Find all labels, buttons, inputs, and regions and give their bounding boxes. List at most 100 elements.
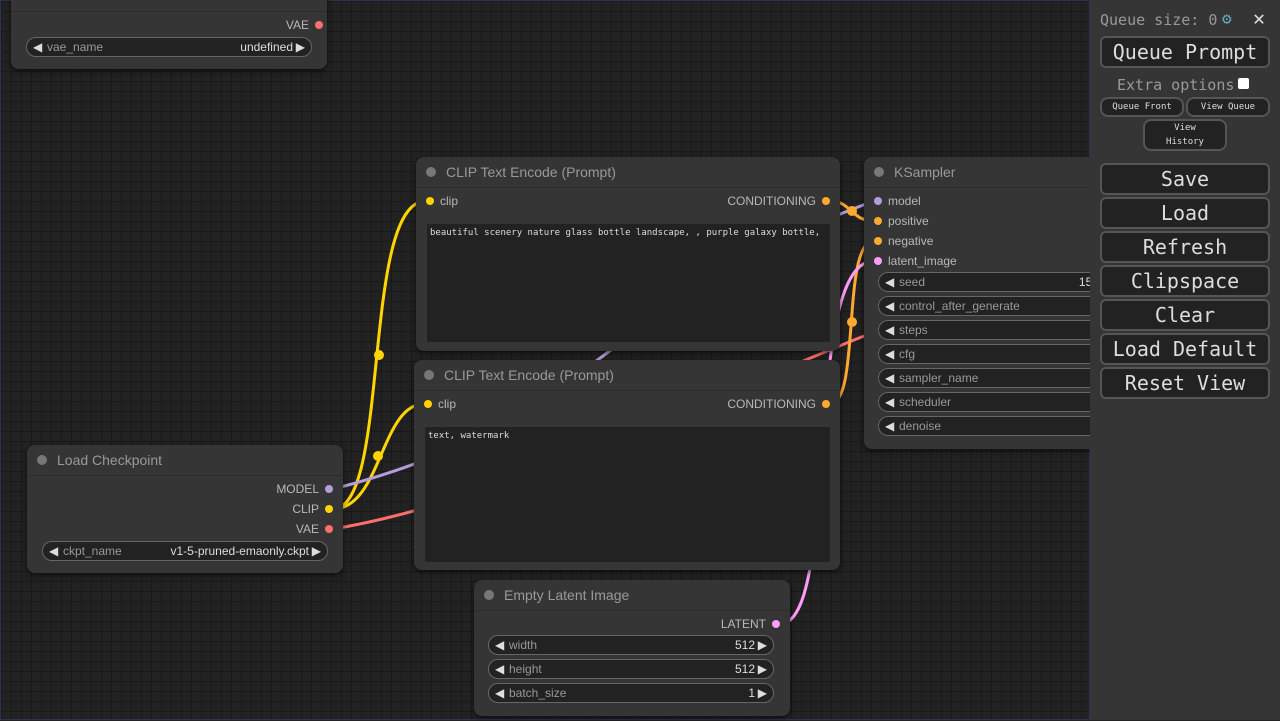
arrow-right-icon[interactable]: ▶ (757, 638, 767, 652)
arrow-left-icon[interactable]: ◀ (495, 686, 505, 700)
widget-value: 512 (734, 638, 755, 652)
load-button[interactable]: Load (1100, 197, 1270, 229)
arrow-left-icon[interactable]: ◀ (49, 544, 59, 558)
collapse-dot-icon[interactable] (484, 590, 494, 600)
slot-dot[interactable] (325, 485, 333, 493)
slot-dot[interactable] (315, 21, 323, 29)
output-clip[interactable]: CLIP (292, 501, 337, 517)
widget-value: 512 (734, 662, 755, 676)
prompt-textarea[interactable]: text, watermark (425, 427, 830, 562)
widget-0[interactable]: ◀ width 512 ▶ (488, 635, 774, 655)
node-title[interactable]: KSampler (864, 157, 1124, 188)
arrow-left-icon[interactable]: ◀ (495, 662, 505, 676)
widget-3[interactable]: ◀ cfg (878, 344, 1140, 364)
slot-label: CONDITIONING (727, 194, 816, 208)
output-conditioning[interactable]: CONDITIONING (727, 193, 834, 209)
output-latent[interactable]: LATENT (721, 616, 784, 632)
output-conditioning[interactable]: CONDITIONING (727, 396, 834, 412)
widget-value: v1-5-pruned-emaonly.ckpt (170, 544, 309, 558)
gear-icon[interactable]: ⚙ (1222, 9, 1232, 28)
output-model[interactable]: MODEL (276, 481, 337, 497)
input-clip[interactable]: clip (420, 396, 456, 412)
output-vae[interactable]: VAE (286, 17, 327, 33)
node-title[interactable]: CLIP Text Encode (Prompt) (414, 360, 840, 391)
load-checkpoint-node[interactable]: Load Checkpoint MODEL CLIP VAE ◀ ckpt_nam… (27, 445, 343, 573)
vae-loader-node[interactable]: VAE ◀ vae_name undefined ▶ (11, 0, 327, 69)
clip-text-encode-negative-node[interactable]: CLIP Text Encode (Prompt) clip CONDITION… (414, 360, 840, 570)
refresh-button[interactable]: Refresh (1100, 231, 1270, 263)
slot-dot[interactable] (822, 197, 830, 205)
widget-2[interactable]: ◀ batch_size 1 ▶ (488, 683, 774, 703)
link-midpoint[interactable] (847, 206, 857, 216)
title-text: Load Checkpoint (57, 452, 163, 468)
title-text: CLIP Text Encode (Prompt) (446, 164, 616, 180)
input-model[interactable]: model (870, 193, 921, 209)
clear-button[interactable]: Clear (1100, 299, 1270, 331)
ksampler-node[interactable]: KSampler model positive negative latent_… (864, 157, 1140, 449)
collapse-dot-icon[interactable] (874, 167, 884, 177)
widget-6[interactable]: ◀ denoise (878, 416, 1140, 436)
slot-dot[interactable] (822, 400, 830, 408)
arrow-right-icon[interactable]: ▶ (757, 662, 767, 676)
input-positive[interactable]: positive (870, 213, 929, 229)
link-midpoint[interactable] (374, 350, 384, 360)
slot-dot[interactable] (424, 400, 432, 408)
clip-text-encode-positive-node[interactable]: CLIP Text Encode (Prompt) clip CONDITION… (416, 157, 840, 351)
arrow-right-icon[interactable]: ▶ (295, 40, 305, 54)
arrow-left-icon[interactable]: ◀ (885, 419, 895, 433)
input-negative[interactable]: negative (870, 233, 933, 249)
view-history-button[interactable]: View History (1143, 119, 1227, 151)
collapse-dot-icon[interactable] (37, 455, 47, 465)
widget-2[interactable]: ◀ steps (878, 320, 1140, 340)
extra-options-checkbox[interactable] (1238, 78, 1249, 89)
slot-dot[interactable] (772, 620, 780, 628)
widget-4[interactable]: ◀ sampler_name (878, 368, 1140, 388)
vae-name-combo[interactable]: ◀ vae_name undefined ▶ (26, 37, 312, 57)
arrow-left-icon[interactable]: ◀ (885, 299, 895, 313)
arrow-left-icon[interactable]: ◀ (885, 275, 895, 289)
graph-canvas[interactable]: VAE ◀ vae_name undefined ▶ CLIP Text Encode… (0, 0, 1140, 720)
output-vae[interactable]: VAE (296, 521, 337, 537)
arrow-right-icon[interactable]: ▶ (311, 544, 321, 558)
link-midpoint[interactable] (847, 317, 857, 327)
queue-front-button[interactable]: Queue Front (1100, 97, 1184, 117)
ckpt-name-combo[interactable]: ◀ ckpt_name v1-5-pruned-emaonly.ckpt ▶ (42, 541, 328, 561)
arrow-right-icon[interactable]: ▶ (757, 686, 767, 700)
queue-prompt-button[interactable]: Queue Prompt (1100, 36, 1270, 68)
reset-view-button[interactable]: Reset View (1100, 367, 1270, 399)
slot-dot[interactable] (874, 257, 882, 265)
close-icon[interactable]: ✕ (1253, 6, 1266, 30)
slot-dot[interactable] (874, 197, 882, 205)
arrow-left-icon[interactable]: ◀ (495, 638, 505, 652)
arrow-left-icon[interactable]: ◀ (885, 347, 895, 361)
slot-dot[interactable] (325, 505, 333, 513)
link-midpoint[interactable] (373, 451, 383, 461)
node-title[interactable]: CLIP Text Encode (Prompt) (416, 157, 840, 188)
arrow-left-icon[interactable]: ◀ (885, 371, 895, 385)
save-button[interactable]: Save (1100, 163, 1270, 195)
slot-dot[interactable] (874, 217, 882, 225)
input-clip[interactable]: clip (422, 193, 458, 209)
widget-1[interactable]: ◀control_after_generateran (878, 296, 1140, 316)
collapse-dot-icon[interactable] (424, 370, 434, 380)
widget-label: scheduler (899, 395, 952, 409)
load-default-button[interactable]: Load Default (1100, 333, 1270, 365)
node-title[interactable]: Empty Latent Image (474, 580, 790, 611)
widget-1[interactable]: ◀ height 512 ▶ (488, 659, 774, 679)
slot-label: CLIP (292, 502, 319, 516)
arrow-left-icon[interactable]: ◀ (885, 323, 895, 337)
empty-latent-image-node[interactable]: Empty Latent Image LATENT ◀ width 512 ▶ ◀ hei… (474, 580, 790, 716)
node-title[interactable]: Load Checkpoint (27, 445, 343, 476)
arrow-left-icon[interactable]: ◀ (885, 395, 895, 409)
input-latent-image[interactable]: latent_image (870, 253, 957, 269)
slot-dot[interactable] (325, 525, 333, 533)
widget-5[interactable]: ◀ scheduler (878, 392, 1140, 412)
slot-dot[interactable] (426, 197, 434, 205)
prompt-textarea[interactable]: beautiful scenery nature glass bottle la… (427, 224, 830, 342)
clipspace-button[interactable]: Clipspace (1100, 265, 1270, 297)
slot-dot[interactable] (874, 237, 882, 245)
widget-label: control_after_generate (899, 299, 1020, 313)
arrow-left-icon[interactable]: ◀ (33, 40, 43, 54)
view-queue-button[interactable]: View Queue (1186, 97, 1270, 117)
collapse-dot-icon[interactable] (426, 167, 436, 177)
